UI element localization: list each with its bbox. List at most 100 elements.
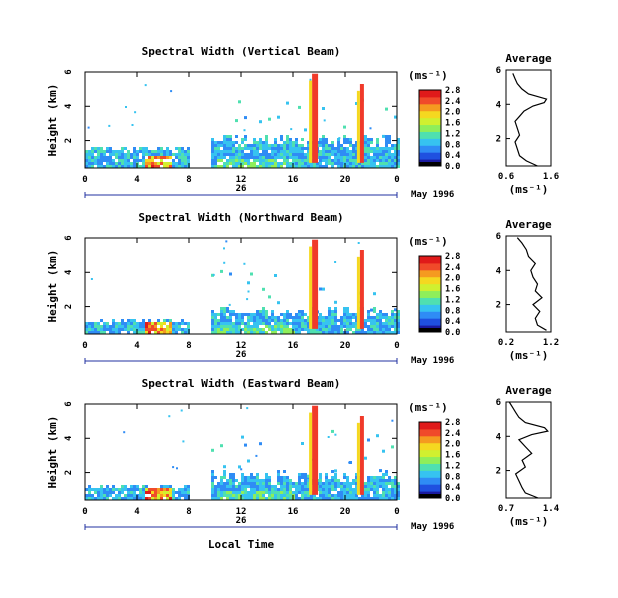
heatmap-cell xyxy=(304,325,307,328)
heatmap-cell xyxy=(394,156,397,159)
heatmap-cell xyxy=(373,156,376,159)
heatmap-cell xyxy=(232,473,235,476)
heatmap-cell xyxy=(118,322,121,325)
heatmap-cell xyxy=(367,316,370,319)
heatmap-cell xyxy=(256,485,259,488)
heatmap-cell xyxy=(391,331,394,334)
heatmap-cell xyxy=(223,325,226,328)
heatmap-cell xyxy=(394,150,397,153)
heatmap-cell xyxy=(337,494,340,497)
heatmap-cell xyxy=(88,156,91,159)
heatmap-cell xyxy=(280,144,283,147)
heatmap-cell xyxy=(175,497,178,500)
heatmap-cell xyxy=(241,156,244,159)
heatmap-cell xyxy=(394,322,397,325)
heatmap-cell xyxy=(388,497,391,500)
heatmap-cell xyxy=(181,165,184,168)
colorbar-segment xyxy=(419,290,441,298)
heatmap-cell xyxy=(394,485,397,488)
heatmap-cell xyxy=(289,147,292,150)
heatmap-cell xyxy=(295,141,298,144)
heatmap-cell xyxy=(265,476,268,479)
heatmap-cell xyxy=(346,494,349,497)
heatmap-cell xyxy=(268,491,271,494)
heatmap-cell xyxy=(323,119,326,122)
heatmap-cell xyxy=(172,328,175,331)
heatmap-cell xyxy=(241,473,244,476)
heatmap-cell xyxy=(334,300,337,304)
heatmap-cell xyxy=(142,322,145,325)
x-tick-label: 0 xyxy=(82,341,87,351)
heatmap-cell xyxy=(301,313,304,316)
heatmap-cell xyxy=(88,497,91,500)
heatmap-cell xyxy=(103,322,106,325)
heatmap-cell xyxy=(364,156,367,159)
heatmap-cell xyxy=(283,150,286,153)
heatmap-cell xyxy=(394,115,397,119)
heatmap-cell xyxy=(238,156,241,159)
heatmap-cell xyxy=(265,319,268,322)
heatmap-cell xyxy=(259,479,262,482)
heatmap-cell xyxy=(238,144,241,147)
colorbar-segment xyxy=(419,456,441,464)
heatmap-cell xyxy=(181,162,184,165)
heatmap-cell xyxy=(376,150,379,153)
heatmap-cell xyxy=(322,488,325,491)
heatmap-cell xyxy=(115,325,118,328)
heatmap-cell xyxy=(217,494,220,497)
heatmap-cell xyxy=(166,147,169,150)
heatmap-cell xyxy=(124,153,127,156)
heatmap-cell xyxy=(229,482,232,485)
heatmap-cell xyxy=(247,325,250,328)
heatmap-cell xyxy=(151,156,154,159)
heatmap-cell xyxy=(163,162,166,165)
heatmap-cell xyxy=(370,308,373,312)
heatmap-cell xyxy=(85,497,88,500)
heatmap-cell xyxy=(286,162,289,165)
heatmap-cell xyxy=(103,331,106,334)
heatmap-cell xyxy=(256,153,259,156)
heatmap-cell xyxy=(283,153,286,156)
heatmap-cell xyxy=(232,141,235,144)
heatmap-cell xyxy=(250,153,253,156)
heatmap-cell xyxy=(391,316,394,319)
heatmap-cell xyxy=(367,165,370,168)
heatmap-cell xyxy=(238,497,241,500)
heatmap-cell xyxy=(331,331,334,334)
heatmap-cell xyxy=(316,165,319,168)
heatmap-cell xyxy=(124,165,127,168)
heatmap-cell xyxy=(277,156,280,159)
heatmap-cell xyxy=(148,491,151,494)
heatmap-cell xyxy=(250,165,253,168)
heatmap-cell xyxy=(91,494,94,497)
heatmap-cell xyxy=(361,331,364,334)
average-y-tick-label: 6 xyxy=(496,398,501,408)
heatmap-cell xyxy=(325,494,328,497)
heatmap-cell xyxy=(391,144,394,147)
heatmap-cell xyxy=(352,144,355,147)
heatmap-cell xyxy=(223,153,226,156)
heatmap-cell xyxy=(187,485,190,488)
heatmap-cell xyxy=(255,454,258,457)
heatmap-cell xyxy=(325,325,328,328)
heatmap-cell xyxy=(328,310,331,313)
heatmap-cell xyxy=(124,162,127,165)
heatmap-cell xyxy=(220,331,223,334)
heatmap-cell xyxy=(259,442,262,446)
heatmap-cell xyxy=(286,331,289,334)
heatmap-cell xyxy=(385,107,388,111)
heatmap-cell xyxy=(166,153,169,156)
heatmap-cell xyxy=(115,162,118,165)
colorbar-segment xyxy=(419,103,441,112)
heatmap-cell xyxy=(334,479,337,482)
colorbar-segment xyxy=(419,311,441,319)
rain-column-edge xyxy=(309,246,313,329)
heatmap-cell xyxy=(379,159,382,162)
heatmap-cell xyxy=(175,147,178,150)
heatmap-cell xyxy=(232,482,235,485)
heatmap-cell xyxy=(373,159,376,162)
heatmap-cell xyxy=(175,331,178,334)
heatmap-cell xyxy=(346,491,349,494)
heatmap-cell xyxy=(142,325,145,328)
heatmap-cell xyxy=(97,497,100,500)
